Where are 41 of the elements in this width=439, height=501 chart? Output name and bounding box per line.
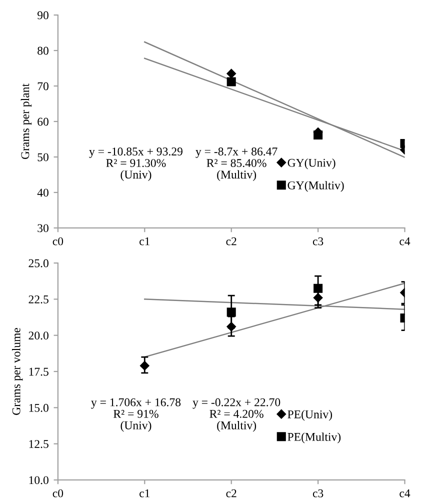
point [226, 308, 236, 317]
y-axis-title: Grams per plant [20, 84, 32, 160]
x-tick-label: c0 [52, 237, 64, 246]
x-tick-label: c0 [52, 489, 64, 498]
x-tick-label: c3 [312, 237, 324, 246]
point [226, 322, 236, 332]
y-tick-label: 30 [38, 224, 48, 232]
point [314, 284, 323, 293]
y-tick-label: 70 [38, 82, 48, 90]
point [313, 293, 323, 302]
point [226, 68, 236, 78]
x-tick-label: c4 [400, 237, 410, 246]
x-tick-label: c2 [226, 237, 236, 246]
legend-label: PE(Univ) [288, 410, 332, 421]
legend-label: PE(Multiv) [288, 432, 341, 444]
annotation: y = 1.706x + 16.78 R² = 91% (Univ) [91, 398, 181, 432]
y-tick-label: 15.0 [29, 404, 48, 412]
point [226, 77, 236, 86]
x-tick-label: c2 [226, 489, 236, 498]
y-tick-label: 90 [37, 11, 48, 20]
point [140, 361, 150, 370]
annotation: y = -8.7x + 86.47 R² = 85.40% (Multiv) [196, 148, 278, 181]
y-tick-label: 12.5 [29, 440, 48, 448]
y-tick-label: 25.0 [28, 259, 48, 268]
x-tick-label: c3 [312, 489, 324, 498]
x-tick-label: c1 [140, 237, 150, 246]
y-tick-label: 50 [38, 153, 48, 162]
y-tick-label: 22.5 [28, 295, 48, 304]
y-tick-label: 17.5 [29, 368, 48, 376]
y-tick-label: 40 [37, 188, 48, 197]
y-tick-label: 80 [38, 46, 48, 55]
legend-label: GY(Multiv) [288, 181, 344, 192]
y-tick-label: 10.0 [29, 476, 48, 484]
y-tick-label: 20.0 [28, 332, 48, 340]
legend-label: GY(Univ) [288, 158, 336, 170]
x-tick-label: c1 [140, 489, 150, 498]
y-axis-title: Grams per volume [12, 328, 23, 415]
y-tick-label: 60 [38, 118, 48, 126]
annotation: y = -0.22x + 22.70 R² = 4.20% (Multiv) [192, 398, 280, 432]
annotation: y = -10.85x + 93.29 R² = 91.30% (Univ) [89, 148, 182, 181]
x-tick-label: c4 [400, 489, 410, 498]
